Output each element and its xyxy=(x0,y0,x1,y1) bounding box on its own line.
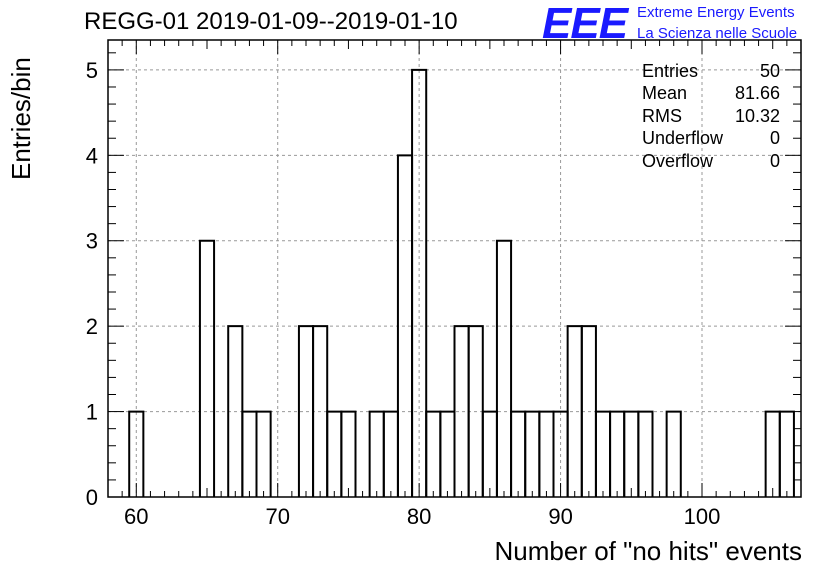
histogram-bar xyxy=(382,410,399,497)
histogram-bar xyxy=(623,410,640,497)
stats-value: 81.66 xyxy=(734,83,780,104)
histogram-bar xyxy=(340,410,357,497)
histogram-bar xyxy=(594,410,612,497)
x-tick-label: 100 xyxy=(684,504,721,529)
histogram-bar xyxy=(665,410,682,497)
stats-row-entries: Entries 50 xyxy=(642,60,780,82)
chart-title: REGG-01 2019-01-09--2019-01-10 xyxy=(84,8,458,35)
stats-label: Overflow xyxy=(642,150,714,171)
stats-row-mean: Mean 81.66 xyxy=(642,82,780,104)
histogram-bar xyxy=(778,410,795,497)
histogram-bar xyxy=(255,410,272,497)
x-tick-label: 70 xyxy=(265,504,289,529)
y-tick-label: 4 xyxy=(86,143,98,168)
histogram-bar xyxy=(495,239,513,497)
histogram-bar xyxy=(439,410,456,497)
plot-frame xyxy=(107,39,802,498)
stats-label: Mean xyxy=(642,83,688,104)
stats-box: Entries 50 Mean 81.66 RMS 10.32 Underflow 0 … xyxy=(642,60,780,172)
histogram-bar xyxy=(411,68,428,497)
x-tick-label: 60 xyxy=(124,504,148,529)
y-tick-label: 5 xyxy=(86,58,98,83)
histogram-bar xyxy=(198,239,216,497)
histogram-bar xyxy=(368,410,385,497)
stats-row-underflow: Underflow 0 xyxy=(642,127,780,149)
stats-value: 10.32 xyxy=(734,105,780,126)
histogram-bar xyxy=(425,410,442,497)
y-tick-label: 1 xyxy=(86,400,98,425)
stats-label: Entries xyxy=(642,61,699,81)
stats-row-rms: RMS 10.32 xyxy=(642,105,780,127)
y-tick-label: 2 xyxy=(86,314,98,339)
x-tick-label: 90 xyxy=(548,504,572,529)
stats-value: 50 xyxy=(759,61,780,81)
histogram-bar xyxy=(326,410,343,497)
y-tick-label: 3 xyxy=(86,229,98,254)
histogram-bar xyxy=(481,410,498,497)
logo-line-1: Extreme Energy Events xyxy=(637,4,795,21)
histogram-bar xyxy=(524,410,541,497)
stats-label: RMS xyxy=(642,105,682,126)
histogram-bar xyxy=(637,410,654,497)
histogram-bar xyxy=(538,410,555,497)
logo-line-2: La Scienza nelle Scuole xyxy=(637,25,798,42)
histogram-bar xyxy=(764,410,781,497)
histogram-bar xyxy=(128,410,145,497)
stats-value: 0 xyxy=(769,128,780,149)
stats-value: 0 xyxy=(769,150,780,171)
y-axis-label: Entries/bin xyxy=(6,57,36,180)
histogram-bar xyxy=(609,410,626,497)
histogram-bar xyxy=(566,325,583,497)
histogram-bar xyxy=(510,410,527,497)
stats-label: Underflow xyxy=(642,128,724,149)
stats-row-overflow: Overflow 0 xyxy=(642,150,780,172)
y-tick-label: 0 xyxy=(86,485,98,510)
histogram-bar xyxy=(241,410,258,497)
eee-logo: EEE xyxy=(542,0,628,48)
x-axis-label: Number of "no hits" events xyxy=(494,536,803,566)
x-tick-label: 80 xyxy=(407,504,431,529)
